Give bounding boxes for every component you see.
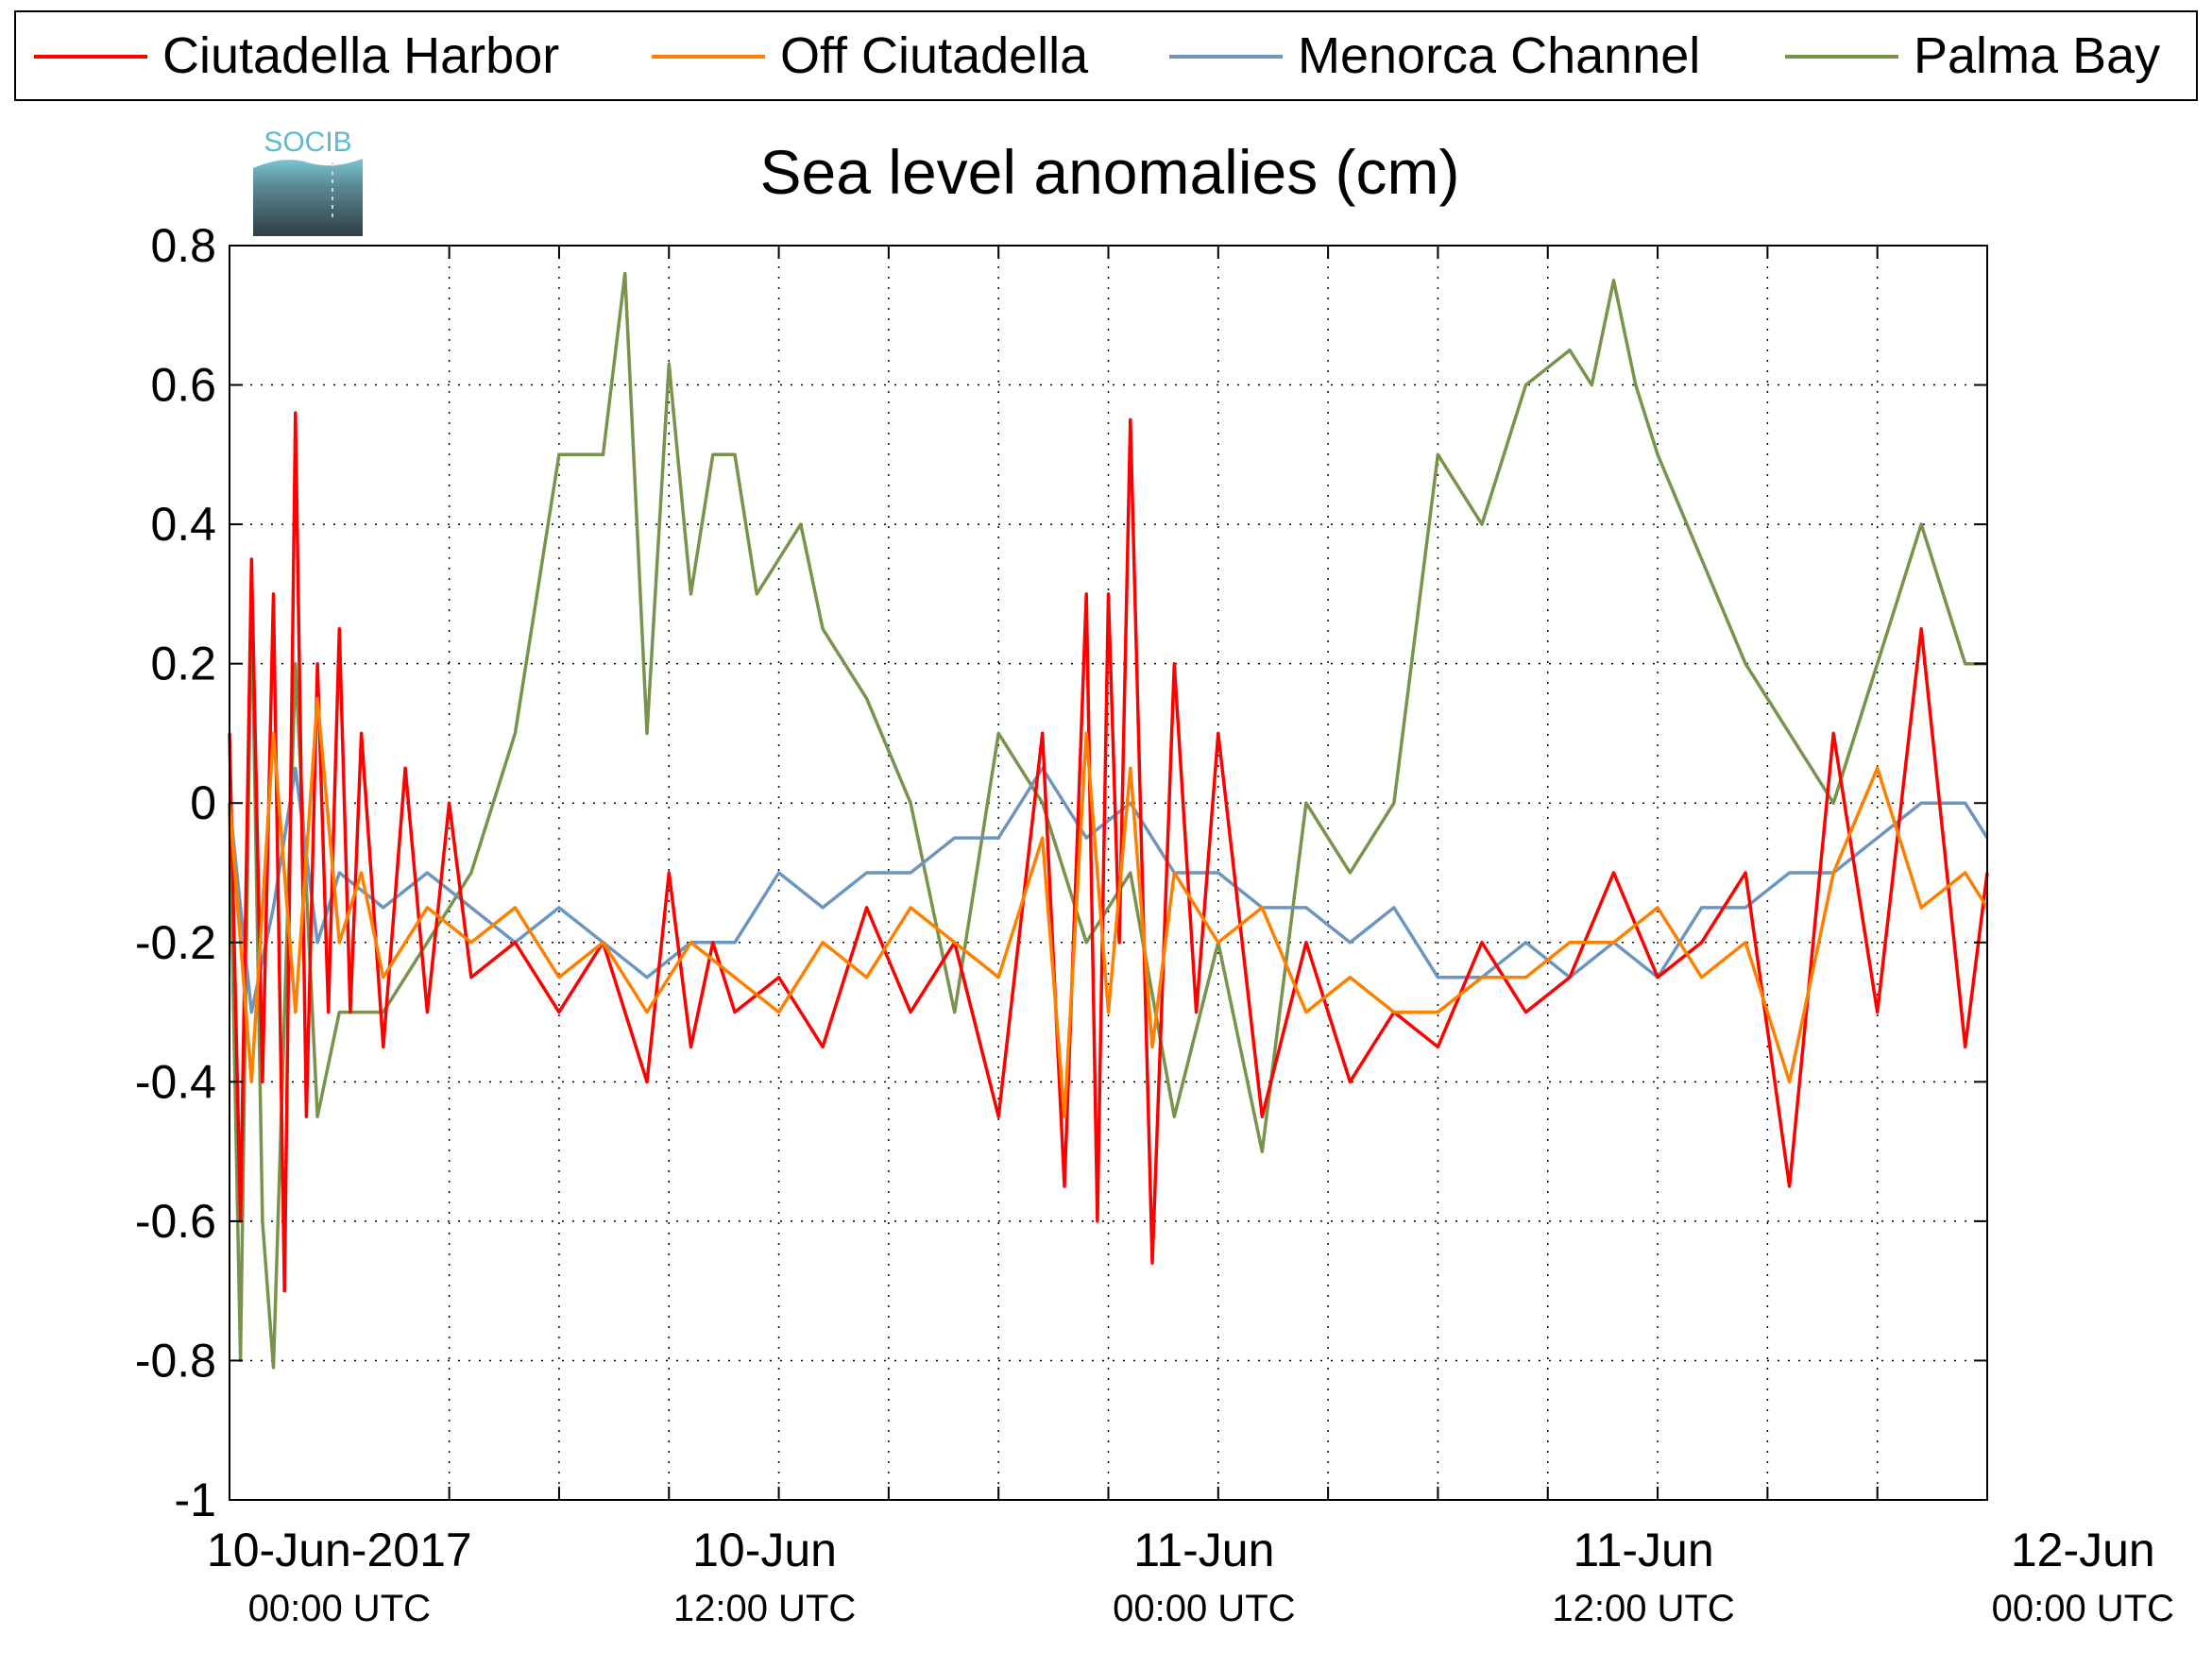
y-tick-label: 0.8 <box>150 219 216 272</box>
legend: Ciutadella Harbor Off Ciutadella Menorca C… <box>14 10 2198 101</box>
y-tick-label: -0.6 <box>135 1195 216 1248</box>
x-tick-label-time: 00:00 UTC <box>1113 1588 1295 1629</box>
x-tick-label-date: 11-Jun <box>1133 1524 1274 1576</box>
logo-text: SOCIB <box>264 127 351 158</box>
axis-ticks <box>230 245 1987 1501</box>
socib-logo: SOCIB <box>253 127 363 236</box>
x-axis-labels: 10-Jun-2017 00:00 UTC 10-Jun 12:00 UTC 11-Ju… <box>207 1524 2174 1629</box>
x-tick-label-date: 12-Jun <box>2011 1524 2155 1576</box>
x-tick-label-time: 12:00 UTC <box>1552 1588 1734 1629</box>
series-line-off-ciutadella <box>228 696 1989 1118</box>
x-tick-label-time: 00:00 UTC <box>1992 1588 2174 1629</box>
y-tick-label: -0.4 <box>135 1055 216 1108</box>
series-line-menorca-channel <box>228 766 1989 1014</box>
y-tick-label: 0.4 <box>150 498 216 551</box>
x-tick-label-date: 11-Jun <box>1573 1524 1713 1576</box>
legend-label: Palma Bay <box>1914 27 2160 84</box>
y-tick-label: -1 <box>175 1473 216 1526</box>
y-tick-label: 0 <box>190 776 216 829</box>
chart-title: Sea level anomalies (cm) <box>760 137 1460 207</box>
y-tick-label: -0.8 <box>135 1334 216 1387</box>
y-tick-label: -0.2 <box>135 916 216 969</box>
y-tick-label: 0.6 <box>150 359 216 412</box>
y-tick-label: 0.2 <box>150 638 216 690</box>
legend-label: Off Ciutadella <box>780 27 1089 84</box>
series-line-palma-bay <box>228 271 1987 1370</box>
logo-wave <box>253 159 363 236</box>
series-layer <box>228 271 1989 1370</box>
x-tick-label-time: 12:00 UTC <box>673 1588 856 1629</box>
x-tick-label-date: 10-Jun-2017 <box>207 1524 472 1576</box>
legend-label: Ciutadella Harbor <box>162 27 559 84</box>
legend-label: Menorca Channel <box>1298 27 1700 84</box>
x-tick-label-date: 10-Jun <box>692 1524 837 1576</box>
y-axis-labels: 0.8 0.6 0.4 0.2 0 -0.2 -0.4 -0.6 -0.8 -1 <box>135 219 216 1526</box>
x-tick-label-time: 00:00 UTC <box>248 1588 431 1629</box>
